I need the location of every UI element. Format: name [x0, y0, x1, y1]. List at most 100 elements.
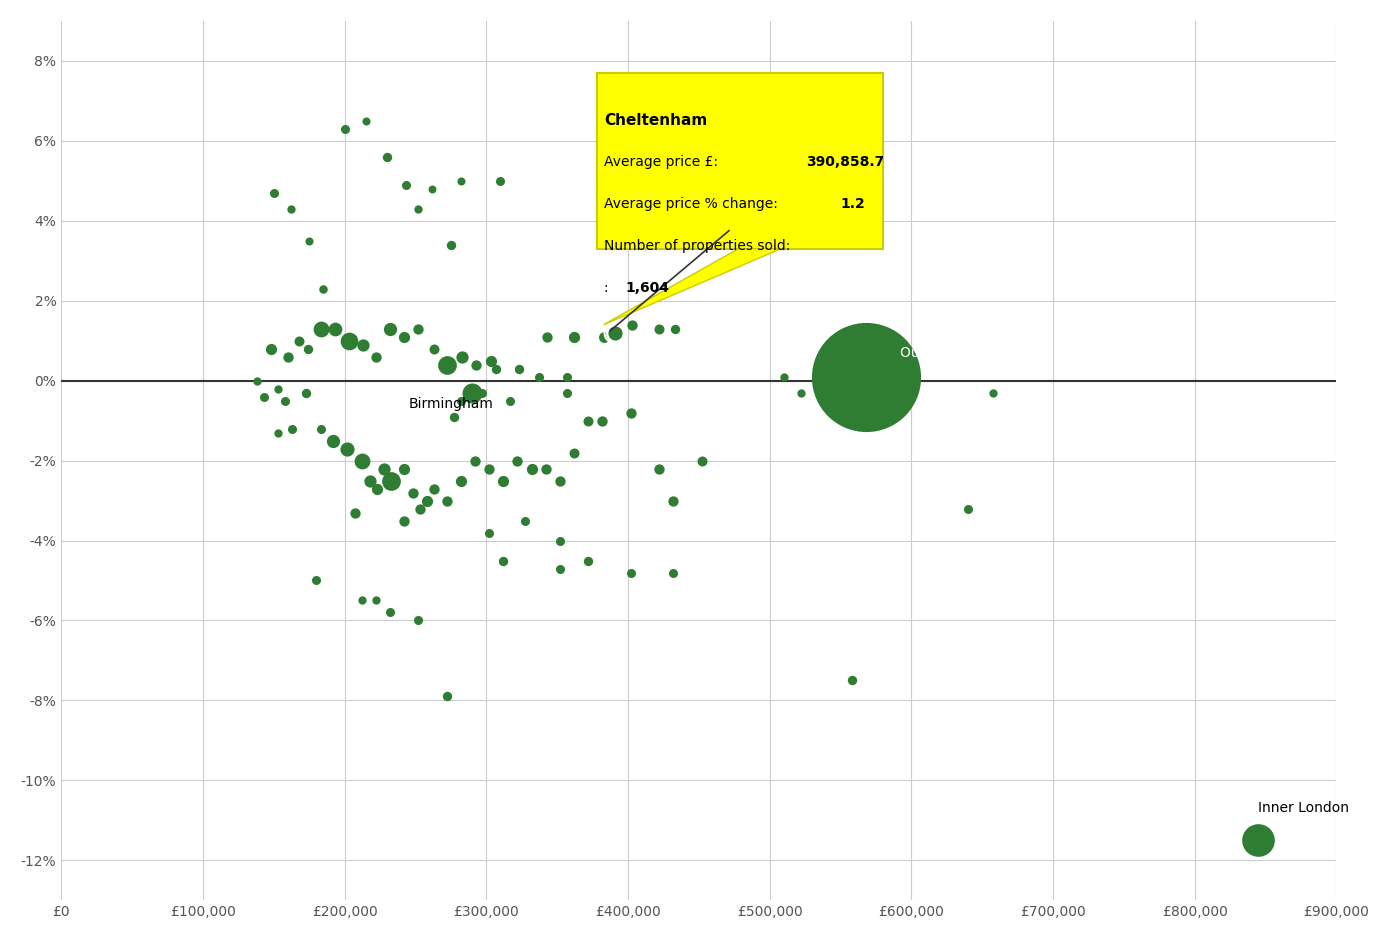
Point	[364, 593, 386, 608]
Point	[603, 325, 626, 340]
Point	[461, 385, 484, 400]
Point	[402, 485, 424, 500]
Point	[393, 461, 416, 476]
Point	[492, 553, 514, 568]
Point	[267, 425, 289, 440]
Point	[648, 461, 670, 476]
Point	[492, 473, 514, 488]
Point	[416, 493, 438, 508]
Point	[956, 501, 979, 516]
Point	[435, 493, 457, 508]
Polygon shape	[603, 249, 781, 324]
Point	[322, 433, 345, 448]
Point	[577, 413, 599, 428]
Point	[246, 373, 268, 388]
Point	[279, 201, 302, 216]
Point	[407, 613, 430, 628]
Point	[452, 349, 474, 364]
Text: Average price % change:: Average price % change:	[603, 196, 783, 211]
Point	[324, 321, 346, 337]
Point	[338, 333, 360, 348]
Point	[480, 353, 502, 368]
Point	[855, 369, 877, 384]
Text: Inner London: Inner London	[1258, 802, 1350, 815]
Point	[350, 453, 373, 468]
Point	[592, 329, 614, 344]
Point	[556, 385, 578, 400]
Text: 390,858.7: 390,858.7	[806, 155, 884, 169]
Point	[563, 329, 585, 344]
Point	[310, 421, 332, 436]
Point	[478, 525, 500, 540]
Point	[407, 201, 430, 216]
Text: Cheltenham: Cheltenham	[603, 113, 708, 128]
Point	[395, 178, 417, 193]
Point	[648, 321, 670, 337]
Point	[381, 473, 403, 488]
Point	[296, 341, 318, 356]
Point	[267, 381, 289, 396]
Point	[485, 361, 507, 376]
Point	[549, 473, 571, 488]
Point	[620, 565, 642, 580]
Point	[393, 329, 416, 344]
Point	[591, 413, 613, 428]
Point	[379, 321, 402, 337]
FancyBboxPatch shape	[596, 72, 883, 249]
Text: Number of properties sold:: Number of properties sold:	[603, 239, 791, 253]
Point	[549, 561, 571, 576]
Text: 1.2: 1.2	[841, 196, 865, 211]
Point	[983, 385, 1005, 400]
Point	[790, 385, 812, 400]
Point	[364, 349, 386, 364]
Point	[603, 325, 626, 340]
Point	[478, 461, 500, 476]
Point	[359, 473, 381, 488]
Point	[464, 453, 486, 468]
Point	[253, 389, 275, 404]
Point	[513, 513, 535, 528]
Point	[507, 361, 530, 376]
Point	[620, 405, 642, 420]
Point	[377, 149, 399, 164]
Point	[297, 233, 320, 248]
Point	[506, 453, 528, 468]
Point	[274, 393, 296, 408]
Point	[354, 113, 377, 128]
Point	[577, 553, 599, 568]
Point	[306, 573, 328, 588]
Text: Average price £:: Average price £:	[603, 155, 723, 169]
Point	[379, 605, 402, 620]
Point	[439, 237, 461, 252]
Point	[603, 325, 626, 340]
Point	[310, 321, 332, 337]
Point	[435, 689, 457, 704]
Text: :: :	[603, 281, 613, 294]
Point	[407, 321, 430, 337]
Point	[520, 461, 542, 476]
Point	[263, 185, 285, 200]
Point	[621, 317, 644, 332]
Point	[352, 337, 374, 352]
Point	[535, 461, 557, 476]
Text: Outer London: Outer London	[899, 346, 995, 360]
Point	[442, 409, 464, 424]
Point	[423, 341, 445, 356]
Point	[450, 173, 473, 188]
Point	[663, 321, 685, 337]
Point	[549, 533, 571, 548]
Point	[393, 513, 416, 528]
Point	[334, 121, 356, 136]
Point	[281, 421, 303, 436]
Point	[489, 173, 512, 188]
Point	[343, 505, 366, 520]
Point	[450, 473, 473, 488]
Point	[277, 349, 299, 364]
Point	[373, 461, 395, 476]
Point	[409, 501, 431, 516]
Point	[288, 333, 310, 348]
Point	[662, 493, 684, 508]
Point	[450, 393, 473, 408]
Point	[528, 369, 550, 384]
Point	[537, 329, 559, 344]
